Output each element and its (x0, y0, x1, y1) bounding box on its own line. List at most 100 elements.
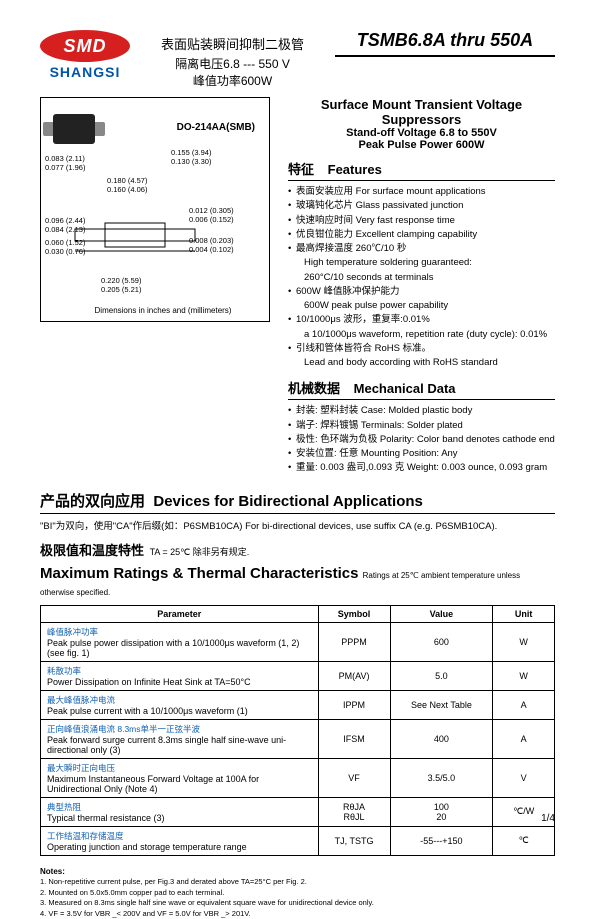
feature-item: 快速响应时间 Very fast response time (288, 214, 555, 228)
ratings-cn: 极限值和温度特性 (40, 543, 144, 558)
logo-block: SMD SHANGSI (40, 30, 130, 80)
bidir-heading: 产品的双向应用 Devices for Bidirectional Applic… (40, 490, 555, 511)
table-row: 最大瞬时正向电压Maximum Instantaneous Forward Vo… (41, 758, 555, 797)
features-list: 表面安装应用 For surface mount applications玻璃钝… (288, 185, 555, 370)
cell-unit: A (493, 719, 555, 758)
cn-sub2: 峰值功率600W (161, 72, 304, 89)
ratings-cond-cn: TA = 25℃ 除非另有规定. (150, 547, 250, 557)
desc-sub2: Peak Pulse Power 600W (288, 139, 555, 151)
mechanical-item: 端子: 焊料镀锡 Terminals: Solder plated (288, 419, 555, 433)
features-heading: 特征 Features (288, 159, 555, 181)
cell-value: 600 (390, 622, 493, 661)
mechanical-item: 封装: 塑料封装 Case: Molded plastic body (288, 404, 555, 418)
cn-sub1: 隔离电压6.8 --- 550 V (161, 55, 304, 72)
cell-unit: A (493, 690, 555, 719)
cell-symbol: PPPM (318, 622, 390, 661)
cell-param: 最大峰值脉冲电流Peak pulse current with a 10/100… (41, 690, 319, 719)
dim-d8: 0.220 (5.59)0.205 (5.21) (101, 276, 141, 294)
th-value: Value (390, 605, 493, 622)
bidir-text: "BI"为双向，使用"CA"作后缀(如：P6SMB10CA) For bi-di… (40, 518, 555, 532)
feature-item: 10/1000μs 波形，重复率:0.01% (288, 313, 555, 327)
note-item: 4. VF = 3.5V for VBR _< 200V and VF = 5.… (40, 909, 555, 919)
cell-unit: ℃ (493, 826, 555, 855)
cell-value: 5.0 (390, 661, 493, 690)
cell-param: 峰值脉冲功率Peak pulse power dissipation with … (41, 622, 319, 661)
note-item: 2. Mounted on 5.0x5.0mm copper pad to ea… (40, 888, 555, 899)
mechanical-heading-en: Mechanical Data (354, 381, 456, 396)
mechanical-heading: 机械数据 Mechanical Data (288, 378, 555, 400)
cell-value: 3.5/5.0 (390, 758, 493, 797)
bidir-en: Devices for Bidirectional Applications (153, 493, 423, 510)
table-row: 峰值脉冲功率Peak pulse power dissipation with … (41, 622, 555, 661)
logo-text: SMD (64, 36, 107, 57)
cell-param: 典型热阻Typical thermal resistance (3) (41, 797, 319, 826)
feature-subtext: High temperature soldering guaranteed: (288, 256, 555, 270)
features-heading-cn: 特征 (288, 162, 314, 177)
feature-subtext: 260°C/10 seconds at terminals (288, 271, 555, 285)
desc-column: Surface Mount Transient Voltage Suppress… (288, 97, 555, 476)
header-row: SMD SHANGSI 表面贴装瞬间抑制二极管 隔离电压6.8 --- 550 … (40, 30, 555, 89)
dim-d1: 0.083 (2.11)0.077 (1.96) (45, 154, 85, 172)
feature-subtext: a 10/1000μs waveform, repetition rate (d… (288, 328, 555, 342)
note-item: 3. Measured on 8.3ms single half sine wa… (40, 898, 555, 909)
th-param: Parameter (41, 605, 319, 622)
desc-sub1: Stand-off Voltage 6.8 to 550V (288, 127, 555, 139)
features-heading-en: Features (328, 162, 382, 177)
divider (40, 513, 555, 514)
dim-d5: 0.060 (1.52)0.030 (0.76) (45, 238, 85, 256)
logo-oval: SMD (40, 30, 130, 62)
cell-symbol: VF (318, 758, 390, 797)
cell-value: 400 (390, 719, 493, 758)
feature-item: 玻璃钝化芯片 Glass passivated junction (288, 199, 555, 213)
main-two-col: DO-214AA(SMB) 0.083 (2.11)0.077 (1.96) 0… (40, 97, 555, 476)
mechanical-item: 极性: 色环端为负极 Polarity: Color band denotes … (288, 433, 555, 447)
table-row: 典型热阻Typical thermal resistance (3)RθJARθ… (41, 797, 555, 826)
bidir-cn: 产品的双向应用 (40, 493, 145, 510)
brand-name: SHANGSI (40, 64, 130, 80)
package-footnote: Dimensions in inches and (millimeters) (49, 306, 277, 315)
package-column: DO-214AA(SMB) 0.083 (2.11)0.077 (1.96) 0… (40, 97, 270, 476)
cn-head: 表面贴装瞬间抑制二极管 (161, 34, 304, 53)
cell-param: 耗散功率Power Dissipation on Infinite Heat S… (41, 661, 319, 690)
cell-param: 正向峰值浪涌电流 8.3ms单半一正弦半波Peak forward surge … (41, 719, 319, 758)
feature-item: 最高焊接温度 260℃/10 秒 (288, 242, 555, 256)
cell-value: 10020 (390, 797, 493, 826)
feature-subtext: Lead and body according with RoHS standa… (288, 356, 555, 370)
feature-item: 引线和管体皆符合 RoHS 标准。 (288, 342, 555, 356)
dim-d7: 0.008 (0.203)0.004 (0.102) (189, 236, 234, 254)
cell-symbol: TJ, TSTG (318, 826, 390, 855)
ratings-heading-block: 极限值和温度特性 TA = 25℃ 除非另有规定. (40, 540, 555, 559)
cell-param: 最大瞬时正向电压Maximum Instantaneous Forward Vo… (41, 758, 319, 797)
ratings-header-row: Parameter Symbol Value Unit (41, 605, 555, 622)
th-symbol: Symbol (318, 605, 390, 622)
dim-d2: 0.155 (3.94)0.130 (3.30) (171, 148, 211, 166)
cell-param: 工作结温和存储温度Operating junction and storage … (41, 826, 319, 855)
ratings-table: Parameter Symbol Value Unit 峰值脉冲功率Peak p… (40, 605, 555, 856)
th-unit: Unit (493, 605, 555, 622)
dim-d4: 0.096 (2.44)0.084 (2.13) (45, 216, 85, 234)
feature-item: 600W 峰值脉冲保护能力 (288, 285, 555, 299)
mechanical-heading-cn: 机械数据 (288, 381, 340, 396)
mechanical-item: 安装位置: 任意 Mounting Position: Any (288, 447, 555, 461)
package-label: DO-214AA(SMB) (177, 122, 255, 133)
table-row: 耗散功率Power Dissipation on Infinite Heat S… (41, 661, 555, 690)
notes-block: Notes: 1. Non-repetitive current pulse, … (40, 866, 555, 919)
cell-value: -55---+150 (390, 826, 493, 855)
mechanical-item: 重量: 0.003 盎司,0.093 克 Weight: 0.003 ounce… (288, 461, 555, 475)
ratings-en: Maximum Ratings & Thermal Characteristic… (40, 565, 358, 582)
desc-title: Surface Mount Transient Voltage Suppress… (288, 97, 555, 127)
table-row: 正向峰值浪涌电流 8.3ms单半一正弦半波Peak forward surge … (41, 719, 555, 758)
cell-symbol: RθJARθJL (318, 797, 390, 826)
dim-d6: 0.012 (0.305)0.006 (0.152) (189, 206, 234, 224)
dim-d3: 0.180 (4.57)0.160 (4.06) (107, 176, 147, 194)
feature-subtext: 600W peak pulse power capability (288, 299, 555, 313)
cell-unit: W (493, 622, 555, 661)
package-drawing: DO-214AA(SMB) 0.083 (2.11)0.077 (1.96) 0… (40, 97, 270, 322)
feature-item: 表面安装应用 For surface mount applications (288, 185, 555, 199)
page-number: 1/4 (541, 813, 555, 824)
mechanical-list: 封装: 塑料封装 Case: Molded plastic body端子: 焊料… (288, 404, 555, 475)
note-item: 1. Non-repetitive current pulse, per Fig… (40, 877, 555, 888)
notes-label: Notes: (40, 867, 65, 876)
ratings-en-heading: Maximum Ratings & Thermal Characteristic… (40, 565, 555, 599)
table-row: 最大峰值脉冲电流Peak pulse current with a 10/100… (41, 690, 555, 719)
